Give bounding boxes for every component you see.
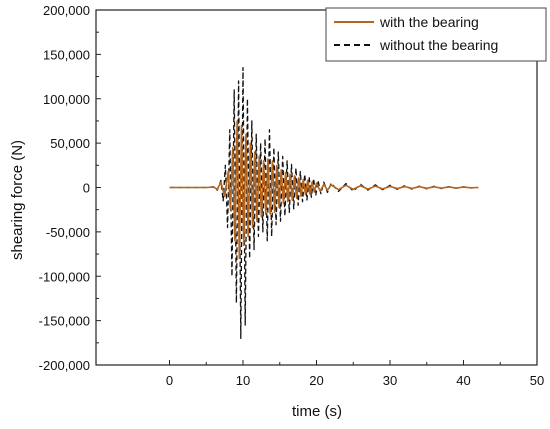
x-tick-label: 40 [456,373,470,388]
series-line-with-bearing [169,120,479,260]
x-tick-label: 10 [236,373,250,388]
y-tick-label: 150,000 [43,47,90,62]
series-line-without-bearing [169,67,479,340]
legend-label-without-bearing: without the bearing [379,37,498,53]
y-tick-label: 50,000 [50,136,90,151]
y-tick-label: -100,000 [39,269,90,284]
x-tick-label: 50 [530,373,544,388]
legend: with the bearing without the bearing [325,7,547,62]
y-axis-label: shearing force (N) [9,140,26,260]
x-tick-label: 0 [166,373,173,388]
series-layer [169,67,479,340]
y-tick-label: 0 [83,181,90,196]
x-tick-label: 30 [383,373,397,388]
legend-box [325,7,547,62]
y-axis-ticks: -200,000 -150,000 -100,000 -50,000 0 50,000 10… [39,3,101,373]
y-tick-label: 200,000 [43,3,90,18]
y-tick-label: -200,000 [39,358,90,373]
y-tick-label: 100,000 [43,92,90,107]
x-axis-label: time (s) [292,403,342,420]
y-tick-label: -50,000 [46,225,90,240]
legend-label-with-bearing: with the bearing [379,14,479,30]
x-axis-ticks: 0 10 20 30 40 50 [166,360,544,388]
x-tick-label: 20 [309,373,323,388]
y-tick-label: -150,000 [39,314,90,329]
